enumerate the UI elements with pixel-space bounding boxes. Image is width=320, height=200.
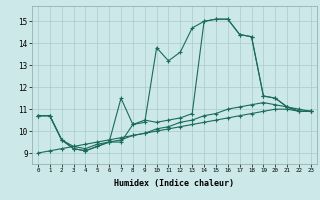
X-axis label: Humidex (Indice chaleur): Humidex (Indice chaleur) [115,179,234,188]
